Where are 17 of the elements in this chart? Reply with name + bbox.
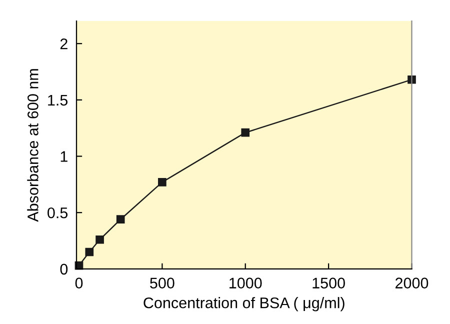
x-tick-label: 2000 <box>396 278 428 288</box>
point <box>158 178 166 186</box>
x-tick-label: 1500 <box>312 278 345 288</box>
x-axis-title: Concentration of BSA ( μg/ml) <box>144 297 344 312</box>
point <box>85 248 94 256</box>
y-tick-label: 0 <box>60 264 68 275</box>
point <box>96 235 104 244</box>
y-tick-label: 0.5 <box>48 207 68 218</box>
x-tick-label: 1000 <box>230 278 262 288</box>
y-tick-label: 2 <box>60 38 68 50</box>
x-tick-label: 500 <box>150 278 174 288</box>
x-tick-label: 0 <box>75 278 83 288</box>
point <box>116 215 125 224</box>
point <box>241 128 250 137</box>
y-axis-title: Absorbance at 600 nm <box>27 69 38 222</box>
y-tick-label: 1 <box>60 151 68 162</box>
y-tick-label: 1.5 <box>48 94 68 106</box>
